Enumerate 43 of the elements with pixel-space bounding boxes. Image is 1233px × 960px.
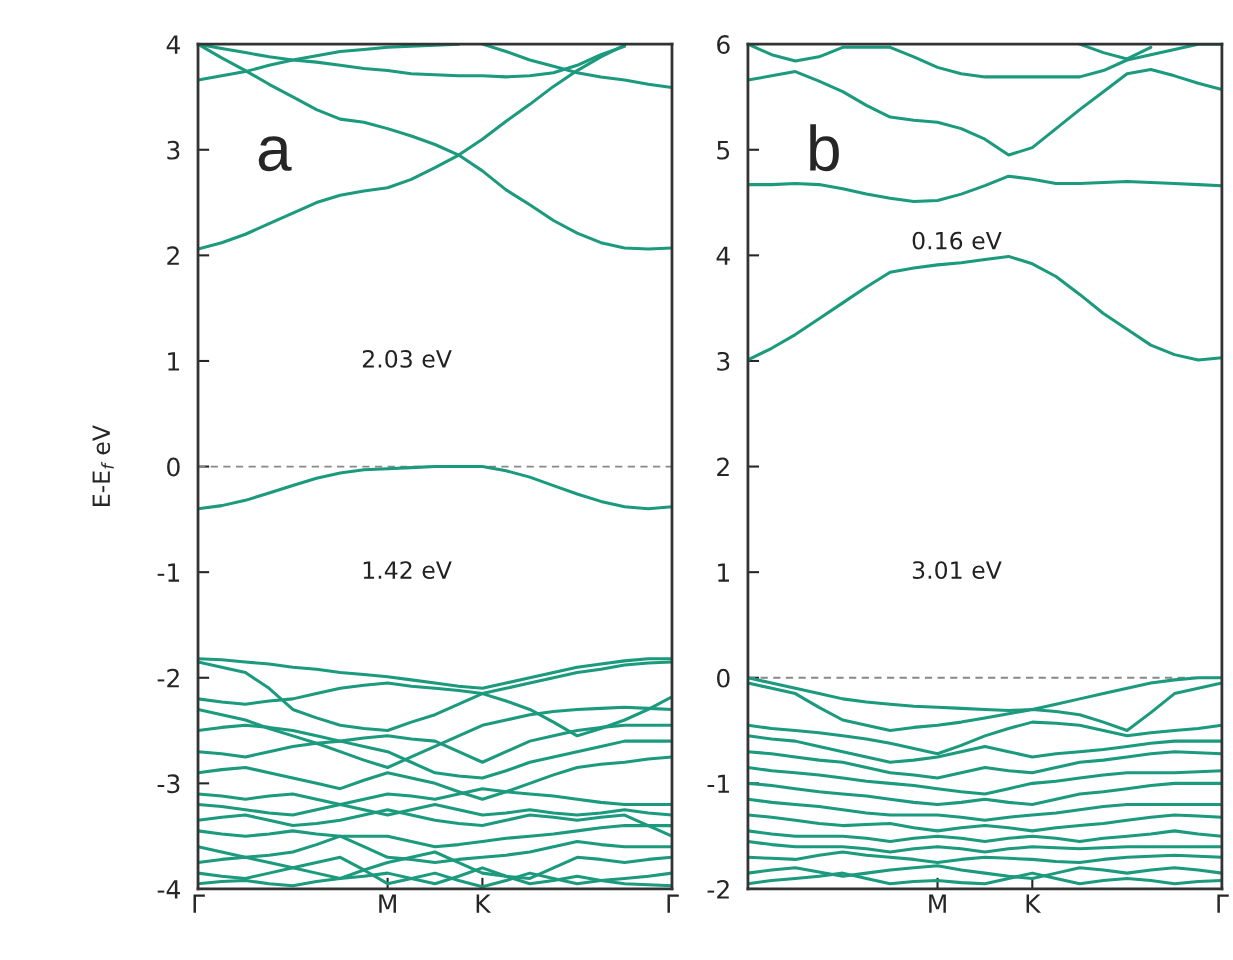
x-tick-label: M <box>379 894 396 913</box>
y-tick-label: 1 <box>168 352 180 371</box>
y-tick-label: 3 <box>717 351 730 371</box>
y-tick-label: -1 <box>157 563 180 582</box>
text: b <box>810 124 839 172</box>
y-tick-label: 2 <box>167 246 179 265</box>
line-series <box>747 750 1222 780</box>
y-tick-label: 1 <box>718 563 729 582</box>
y-tick-label: 4 <box>716 246 730 265</box>
y-axis-title: E-E$_{f}$ eV <box>92 425 114 506</box>
x-tick-label: M <box>929 894 946 913</box>
y-tick-label: 3 <box>167 140 180 160</box>
line-series <box>198 660 672 733</box>
y-tick-label: 0 <box>717 668 730 688</box>
line-series <box>747 813 1222 833</box>
annotation: 0.16 eV <box>912 231 1002 250</box>
y-tick-label: 4 <box>166 35 180 54</box>
y-tick-label: 6 <box>717 35 730 55</box>
annotation: 2.03 eV <box>362 349 452 368</box>
x-tick-label: K <box>1026 894 1042 913</box>
line-series <box>747 765 1222 796</box>
x-tick-label: Γ <box>667 894 679 913</box>
annotation: 1.42 eV <box>363 561 452 580</box>
x-tick-label: Γ <box>1217 894 1229 913</box>
y-tick-label: -2 <box>707 879 729 899</box>
y-tick-label: 0 <box>167 457 180 477</box>
y-tick-label: 5 <box>717 141 730 160</box>
y-tick-label: -1 <box>707 774 729 793</box>
line-series <box>747 254 1222 362</box>
line-series <box>747 829 1222 843</box>
line-series <box>747 839 1222 854</box>
annotation: 3.01 eV <box>912 561 1002 580</box>
line-series <box>747 174 1222 204</box>
x-tick-label: K <box>476 894 492 913</box>
line-series <box>747 781 1222 807</box>
y-tick-label: -2 <box>157 668 179 688</box>
x-tick-label: Γ <box>193 894 205 913</box>
line-series <box>747 797 1222 822</box>
y-tick-label: 2 <box>717 457 729 477</box>
text: a <box>258 136 292 172</box>
y-tick-label: -4 <box>157 880 180 899</box>
line-series <box>198 465 672 511</box>
y-tick-label: -3 <box>157 774 180 794</box>
